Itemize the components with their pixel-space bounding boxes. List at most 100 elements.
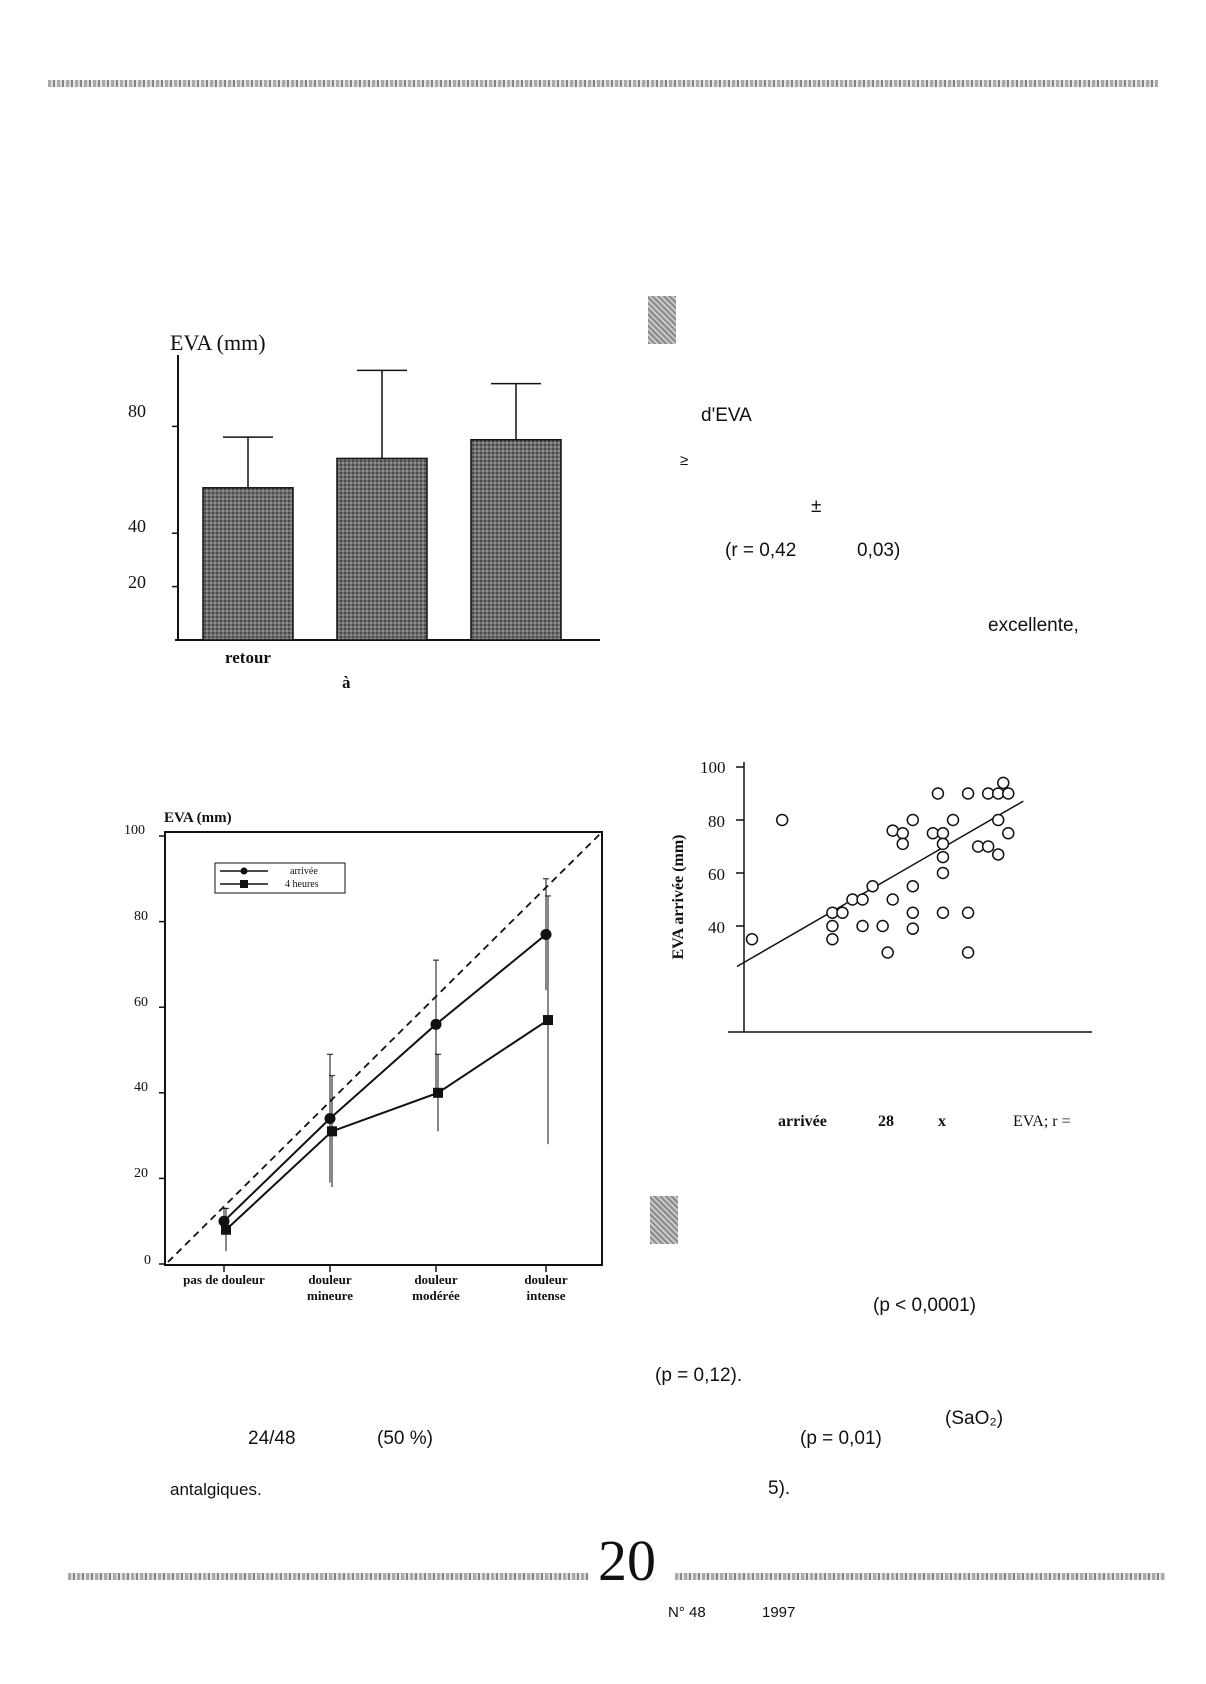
top-decorative-rule bbox=[48, 80, 1158, 87]
scatter-ytick-80: 80 bbox=[708, 812, 725, 831]
point-arrivee-2 bbox=[430, 1018, 442, 1030]
scatter-point-38 bbox=[1002, 787, 1015, 800]
scatter-point-36 bbox=[991, 848, 1005, 861]
line-xtick-3b: intense bbox=[527, 1288, 566, 1303]
section-marker-1 bbox=[648, 296, 676, 344]
scatter-point-11 bbox=[881, 946, 894, 959]
scatter-point-10 bbox=[876, 919, 889, 933]
line-xtick-1b: mineure bbox=[307, 1288, 353, 1303]
scatter-point-18 bbox=[906, 906, 920, 919]
scatter-point-14 bbox=[896, 827, 909, 840]
scatter-caption-4: EVA; r = bbox=[1013, 1113, 1071, 1130]
bar-category-label: retour bbox=[225, 648, 271, 667]
scatter-point-37 bbox=[997, 776, 1010, 790]
legend-label-arrivee: arrivée bbox=[290, 866, 318, 877]
bottom-rule-left bbox=[68, 1573, 588, 1580]
line-ytick-20: 20 bbox=[134, 1166, 148, 1181]
bottom-rule-right bbox=[675, 1573, 1165, 1580]
bar-0 bbox=[202, 487, 294, 641]
line-chart-title: EVA (mm) bbox=[164, 810, 232, 826]
legend-label-4h: 4 heures bbox=[285, 879, 319, 890]
text-plusminus: ± bbox=[811, 496, 822, 517]
line-legend-box bbox=[214, 862, 346, 894]
scatter-point-12 bbox=[886, 893, 899, 906]
footer-year: 1997 bbox=[762, 1604, 796, 1621]
scatter-point-21 bbox=[931, 787, 945, 800]
scatter-ylabel: EVA arrivée (mm) bbox=[670, 835, 687, 960]
scatter-caption-3: x bbox=[938, 1113, 946, 1130]
point-arrivee-1 bbox=[324, 1112, 336, 1124]
legend-marker-4h bbox=[240, 880, 248, 888]
scatter-point-26 bbox=[936, 906, 950, 919]
point-arrivee-3 bbox=[540, 928, 552, 940]
scatter-point-19 bbox=[906, 922, 920, 935]
scatter-point-23 bbox=[936, 837, 950, 851]
scatter-point-13 bbox=[886, 824, 899, 837]
line-ytick-0: 0 bbox=[144, 1253, 151, 1268]
point-4h-3 bbox=[543, 1015, 553, 1026]
line-reference-dashed bbox=[167, 833, 601, 1263]
text-antalgiques: antalgiques. bbox=[170, 1480, 262, 1499]
scatter-point-16 bbox=[906, 813, 920, 827]
scatter-point-25 bbox=[936, 866, 950, 880]
line-ytick-100: 100 bbox=[124, 823, 145, 838]
text-approx: ≥ bbox=[680, 452, 689, 469]
line-xtick-0: pas de douleur bbox=[183, 1272, 265, 1287]
text-sao2: (SaO₂) bbox=[945, 1408, 1004, 1429]
series-line-0 bbox=[223, 933, 547, 1222]
text-p3: (p = 0,01) bbox=[800, 1428, 882, 1449]
scatter-point-27 bbox=[946, 813, 960, 827]
scatter-ytick-100: 100 bbox=[700, 758, 726, 777]
point-4h-0 bbox=[221, 1224, 231, 1235]
series-line-1 bbox=[225, 1019, 549, 1231]
scatter-point-3 bbox=[826, 919, 839, 933]
text-ref5: 5). bbox=[768, 1478, 791, 1499]
scatter-point-4 bbox=[826, 933, 839, 946]
scatter-point-35 bbox=[991, 813, 1005, 827]
scatter-ytick-60: 60 bbox=[708, 865, 725, 884]
scatter-regression-line bbox=[736, 800, 1024, 968]
bar-sublabel: à bbox=[342, 673, 351, 692]
scatter-point-7 bbox=[856, 919, 869, 933]
scatter-point-8 bbox=[856, 893, 869, 906]
scatter-point-28 bbox=[961, 787, 975, 800]
scatter-point-39 bbox=[1002, 827, 1015, 840]
scatter-point-0 bbox=[745, 933, 759, 946]
line-ytick-60: 60 bbox=[134, 995, 148, 1010]
scatter-point-30 bbox=[961, 946, 975, 959]
text-corr-p: 0,03) bbox=[857, 540, 901, 561]
scatter-point-22 bbox=[936, 827, 950, 840]
point-4h-1 bbox=[327, 1126, 337, 1137]
scatter-point-24 bbox=[936, 850, 950, 864]
scatter-point-5 bbox=[836, 906, 849, 919]
text-corr: (r = 0,42 bbox=[725, 540, 797, 561]
text-p1: (p < 0,0001) bbox=[873, 1295, 976, 1316]
line-chart-frame bbox=[164, 831, 603, 1266]
bar-ytick-80: 80 bbox=[128, 401, 146, 421]
point-4h-2 bbox=[433, 1087, 443, 1098]
scatter-point-9 bbox=[866, 880, 879, 893]
line-xtick-1a: douleur bbox=[308, 1272, 352, 1287]
legend-marker-arrivee bbox=[240, 867, 248, 875]
section-marker-2 bbox=[650, 1196, 678, 1244]
scatter-point-15 bbox=[896, 837, 909, 851]
line-ytick-80: 80 bbox=[134, 909, 148, 924]
scatter-caption-1: arrivée bbox=[778, 1113, 827, 1130]
text-deva: d'EVA bbox=[701, 405, 752, 426]
scatter-point-33 bbox=[981, 840, 995, 853]
point-arrivee-0 bbox=[218, 1215, 230, 1227]
footer-issue: N° 48 bbox=[668, 1604, 706, 1621]
bar-ytick-20: 20 bbox=[128, 572, 146, 592]
scatter-point-29 bbox=[961, 906, 975, 919]
line-ytick-40: 40 bbox=[134, 1080, 148, 1095]
scatter-ytick-40: 40 bbox=[708, 918, 725, 937]
bar-1 bbox=[336, 457, 428, 641]
bar-chart-title: EVA (mm) bbox=[170, 330, 266, 355]
text-pct: (50 %) bbox=[377, 1428, 433, 1449]
scatter-caption-2: 28 bbox=[878, 1113, 894, 1130]
scatter-point-17 bbox=[906, 880, 920, 893]
text-excellente: excellente, bbox=[988, 615, 1079, 636]
line-xtick-3a: douleur bbox=[524, 1272, 568, 1287]
